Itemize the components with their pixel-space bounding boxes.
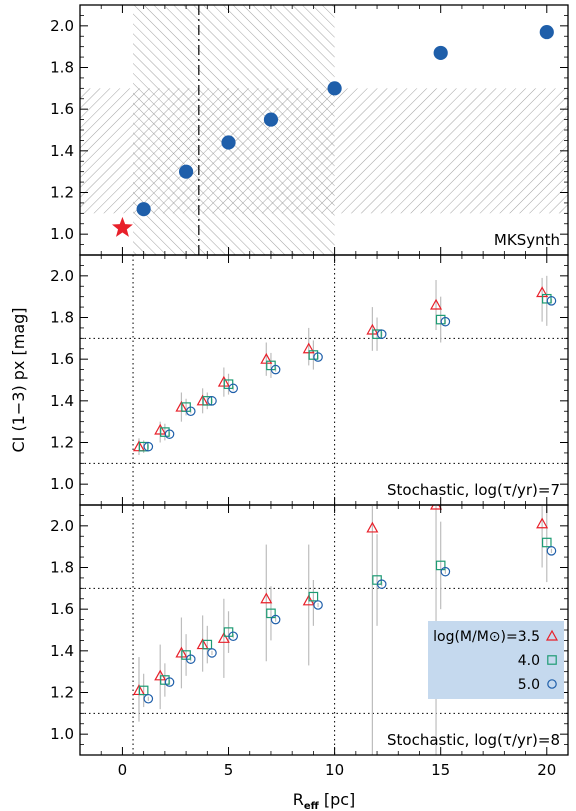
legend-label: log(M/M⊙)=3.5 — [433, 629, 540, 645]
y-tick-label: 1.8 — [50, 309, 74, 327]
y-tick-label: 1.8 — [50, 59, 74, 77]
y-tick-label: 1.2 — [50, 184, 74, 202]
data-point-circle — [270, 364, 281, 375]
data-point-circle — [228, 383, 238, 394]
data-point-circle — [313, 352, 323, 362]
data-point-circle — [178, 164, 194, 179]
data-point-circle — [440, 316, 451, 327]
data-point-square — [266, 608, 276, 619]
data-point-circle — [270, 614, 281, 625]
y-tick-label: 1.4 — [50, 392, 74, 410]
data-point-circle — [185, 654, 196, 664]
y-tick-label: 2.0 — [50, 17, 74, 35]
x-tick-label: 10 — [325, 761, 344, 779]
y-tick-label: 1.2 — [50, 684, 74, 702]
data-point-circle — [440, 566, 451, 577]
plot-area — [80, 505, 568, 755]
data-point-circle — [313, 600, 323, 610]
data-point-circle — [263, 112, 279, 127]
legend-box — [428, 621, 564, 699]
y-tick-label: 1.6 — [50, 100, 74, 118]
y-tick-label: 2.0 — [50, 267, 74, 285]
y-tick-label: 1.4 — [50, 142, 74, 160]
data-point-square — [435, 314, 446, 325]
data-point-square — [160, 675, 170, 685]
data-point-square — [202, 396, 213, 406]
x-axis-title-unit: [pc] — [319, 790, 356, 809]
data-point-square — [541, 293, 552, 304]
data-point-triangle — [430, 298, 443, 310]
data-point-circle — [376, 329, 387, 339]
data-point-triangle — [536, 517, 549, 529]
legend-marker-square — [547, 655, 557, 665]
x-tick-label: 15 — [431, 761, 450, 779]
y-tick-label: 1.0 — [50, 725, 74, 743]
plot-area — [80, 255, 568, 505]
panel-mksynth: 1.0 1.2 1.4 1.6 1.8 2.0 MKSynth — [50, 4, 569, 256]
x-axis-title-subscript: eff — [304, 801, 320, 811]
data-point-circle — [207, 648, 217, 658]
x-tick-label: 0 — [118, 761, 128, 779]
hatched-region-1 — [80, 88, 568, 214]
data-point-circle — [327, 81, 342, 96]
y-tick-label: 1.0 — [50, 475, 74, 493]
data-point-triangle — [217, 632, 230, 643]
panel-stochastic-7: 1.0 1.2 1.4 1.6 1.8 2.0 Stochastic, log(τ/yr)=… — [50, 254, 569, 506]
panel-label: Stochastic, log(τ/yr)=8 — [387, 731, 560, 749]
panel-stochastic-8: 1.0 1.2 1.4 1.6 1.8 2.0 0 5 10 15 20 Stochastic, lo… — [50, 504, 569, 779]
x-axis-title: Reff [pc] — [293, 790, 356, 811]
y-tick-label: 1.2 — [50, 434, 74, 452]
y-axis-title: CI (1−3) px [mag] — [9, 307, 28, 452]
y-tick-label: 1.0 — [50, 225, 74, 243]
data-point-star — [111, 216, 133, 237]
data-point-triangle — [366, 521, 379, 533]
y-tick-label: 1.8 — [50, 559, 74, 577]
data-point-circle — [143, 693, 154, 704]
x-axis-title-main: R — [293, 790, 304, 809]
data-point-square — [435, 560, 446, 571]
legend-label: 4.0 — [518, 653, 540, 669]
data-point-square — [308, 350, 319, 360]
data-point-square — [308, 591, 319, 602]
data-point-circle — [164, 677, 175, 687]
y-tick-label: 1.6 — [50, 350, 74, 368]
data-point-square — [541, 537, 552, 548]
panel-label: MKSynth — [494, 231, 560, 249]
data-point-circle — [433, 45, 448, 61]
data-point-triangle — [430, 505, 443, 510]
data-point-circle — [207, 396, 217, 406]
data-point-circle — [546, 546, 557, 556]
y-tick-label: 1.4 — [50, 642, 74, 660]
data-point-square — [160, 427, 170, 437]
y-tick-label: 2.0 — [50, 517, 74, 535]
legend-marker-circle — [547, 679, 557, 689]
data-point-circle — [376, 579, 387, 589]
data-point-square — [202, 639, 213, 650]
data-point-circle — [228, 631, 238, 642]
data-point-triangle — [260, 592, 273, 604]
data-point-circle — [221, 135, 236, 150]
panel-label: Stochastic, log(τ/yr)=7 — [387, 481, 560, 499]
data-point-circle — [539, 24, 554, 40]
y-tick-label: 1.6 — [50, 600, 74, 618]
data-point-square — [138, 441, 149, 452]
panel-frame — [79, 254, 569, 506]
x-tick-label: 5 — [224, 761, 234, 779]
legend-label: 5.0 — [518, 677, 540, 693]
x-tick-label: 20 — [537, 761, 556, 779]
data-point-square — [372, 329, 382, 339]
data-point-square — [138, 685, 149, 696]
data-point-circle — [136, 202, 151, 217]
data-point-circle — [164, 429, 175, 439]
data-point-circle — [185, 406, 196, 417]
plot-area — [80, 5, 568, 255]
data-point-circle — [143, 441, 154, 452]
legend-marker-triangle — [545, 629, 559, 641]
data-point-circle — [546, 296, 557, 306]
